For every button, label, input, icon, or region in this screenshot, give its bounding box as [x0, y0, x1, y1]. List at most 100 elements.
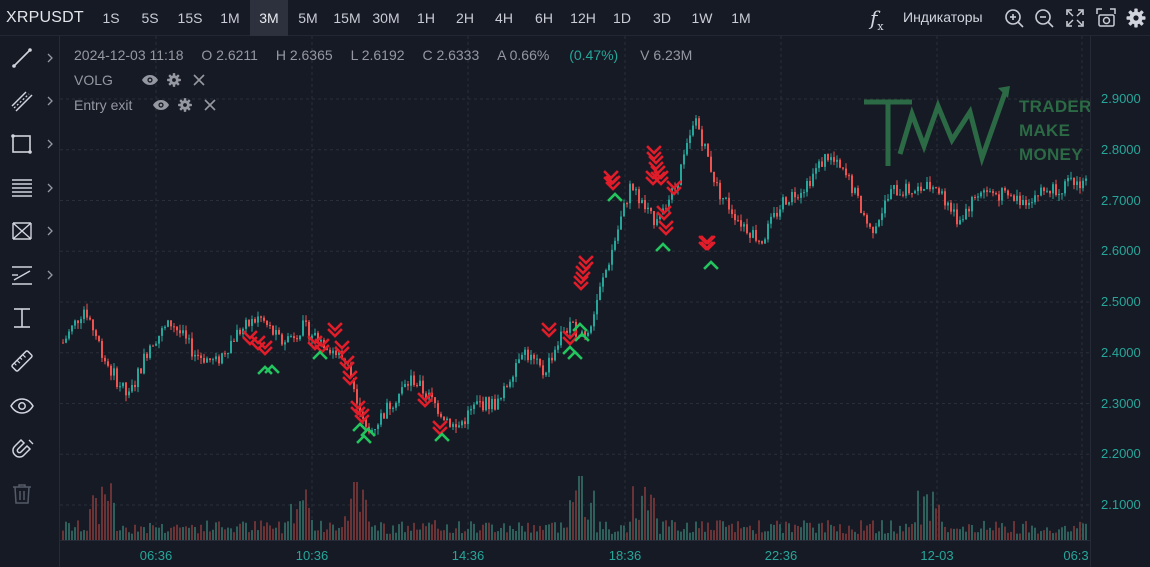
rectangle-icon[interactable]: [8, 130, 36, 158]
candle: [1025, 196, 1027, 209]
volume-bar: [86, 530, 88, 540]
measure-icon[interactable]: [8, 304, 36, 332]
fullscreen-icon[interactable]: [1064, 7, 1086, 29]
volume-bar: [155, 527, 157, 540]
timeframe-2h[interactable]: 2H: [456, 10, 474, 26]
chevron-right-icon[interactable]: [46, 226, 54, 236]
volume-bar: [833, 526, 835, 540]
pattern-icon[interactable]: [8, 217, 36, 245]
trash-icon[interactable]: [8, 480, 36, 508]
eye-icon[interactable]: [152, 98, 170, 112]
candle: [440, 411, 442, 419]
chevron-right-icon[interactable]: [46, 270, 54, 280]
candle: [188, 334, 190, 344]
volume-bar: [392, 525, 394, 540]
candle: [608, 262, 610, 272]
eye-icon[interactable]: [141, 73, 159, 87]
timeframe-4h[interactable]: 4H: [495, 10, 513, 26]
volume-bar: [584, 517, 586, 540]
volume-bar: [761, 532, 763, 540]
volume-bar: [500, 527, 502, 540]
chevron-right-icon[interactable]: [46, 96, 54, 106]
candle: [218, 354, 220, 366]
close-icon[interactable]: [202, 97, 218, 113]
volume-bar: [65, 521, 67, 540]
ruler-icon[interactable]: [8, 347, 36, 375]
timeframe-1w[interactable]: 1W: [691, 10, 713, 26]
candle: [152, 344, 154, 347]
fib-icon[interactable]: [8, 174, 36, 202]
indicators-button[interactable]: Индикаторы: [903, 9, 983, 25]
eye-icon[interactable]: [8, 392, 36, 420]
volume-bar: [383, 523, 385, 540]
candle: [158, 335, 160, 349]
volume-bar: [200, 524, 202, 540]
volume-bar: [590, 502, 592, 540]
candle: [845, 163, 847, 178]
candle: [1028, 199, 1030, 210]
screenshot-icon[interactable]: [1095, 7, 1117, 29]
timeframe-1s[interactable]: 1S: [102, 10, 120, 26]
candle: [938, 186, 940, 196]
volume-bar: [98, 524, 100, 540]
volume-bar: [209, 531, 211, 540]
candle: [689, 129, 691, 149]
timeframe-1m[interactable]: 1M: [220, 10, 240, 26]
candle: [506, 384, 508, 388]
zoom-out-icon[interactable]: [1033, 7, 1055, 29]
trend-line-icon[interactable]: [8, 44, 36, 72]
price-axis[interactable]: 2.9000 2.8000 2.7000 2.6000 2.5000 2.4000 2.30…: [1090, 36, 1150, 567]
candle: [998, 190, 1000, 207]
candle: [920, 182, 922, 194]
sell-signal-marker: [342, 376, 358, 386]
timeframe-5s[interactable]: 5S: [141, 10, 159, 26]
candle: [638, 186, 640, 209]
timeframe-3m[interactable]: 3M: [250, 0, 288, 36]
volume-bar: [917, 490, 919, 540]
timeframe-12h[interactable]: 12H: [570, 10, 596, 26]
time-tick-label: 18:36: [608, 548, 642, 563]
projection-icon[interactable]: [8, 261, 36, 289]
candle: [935, 186, 937, 189]
volume-bar: [335, 530, 337, 540]
price-chart[interactable]: [60, 36, 1090, 540]
timeframe-6h[interactable]: 6H: [535, 10, 553, 26]
volume-bar: [626, 532, 628, 540]
chevron-right-icon[interactable]: [46, 53, 54, 63]
candle: [533, 353, 535, 365]
symbol-name[interactable]: XRPUSDT: [6, 9, 84, 26]
volume-bar: [227, 527, 229, 540]
chevron-right-icon[interactable]: [46, 183, 54, 193]
volume-bar: [569, 500, 571, 540]
indicator-row-volg: VOLG: [74, 72, 207, 88]
timeframe-1d[interactable]: 1D: [613, 10, 631, 26]
candle: [884, 195, 886, 218]
sell-signal-marker: [327, 322, 343, 332]
candle: [818, 159, 820, 172]
volume-bar: [464, 531, 466, 540]
timeframe-3d[interactable]: 3D: [653, 10, 671, 26]
timeframe-1h[interactable]: 1H: [417, 10, 435, 26]
candle: [1022, 195, 1024, 206]
gear-icon[interactable]: [1125, 7, 1147, 29]
timeframe-5m[interactable]: 5M: [298, 10, 318, 26]
channel-icon[interactable]: [8, 87, 36, 115]
timeframe-15m[interactable]: 15M: [333, 10, 361, 26]
function-icon[interactable]: fx: [870, 6, 884, 33]
magnet-icon[interactable]: [8, 436, 36, 464]
candle: [857, 185, 859, 199]
buy-signal-marker: [352, 422, 368, 432]
close-icon[interactable]: [191, 72, 207, 88]
timeframe-1m-month[interactable]: 1M: [731, 10, 751, 26]
gear-icon[interactable]: [165, 72, 183, 88]
volume-bar: [311, 519, 313, 540]
volume-bar: [203, 531, 205, 540]
zoom-in-icon[interactable]: [1003, 7, 1025, 29]
timeframe-30m[interactable]: 30M: [372, 10, 400, 26]
gear-icon[interactable]: [176, 97, 194, 113]
volume-bar: [902, 531, 904, 540]
time-axis[interactable]: 06:36 10:36 14:36 18:36 22:36 12-03 06:3: [60, 540, 1090, 567]
candle: [557, 341, 559, 353]
timeframe-15s[interactable]: 15S: [177, 10, 203, 26]
chevron-right-icon[interactable]: [46, 139, 54, 149]
